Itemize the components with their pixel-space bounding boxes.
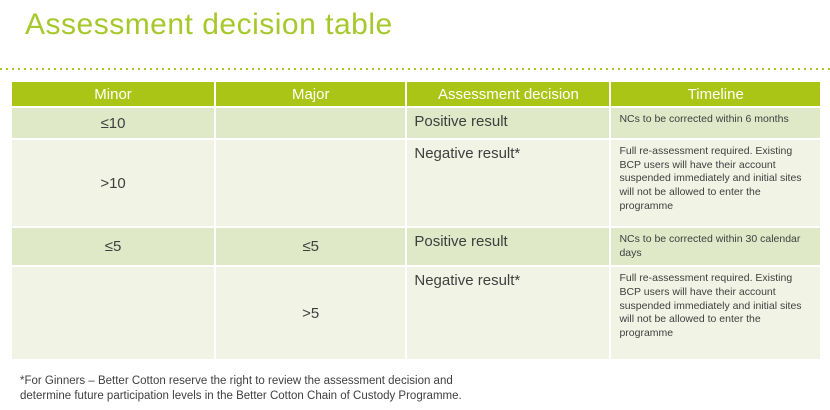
table-header-row: Minor Major Assessment decision Timeline (12, 82, 820, 106)
page-title: Assessment decision table (25, 8, 393, 41)
timeline-value: Full re-assessment required. Existing BC… (611, 267, 820, 360)
major-value (216, 108, 406, 138)
dotted-divider (0, 68, 830, 70)
major-value (216, 140, 406, 226)
column-header-major: Major (216, 82, 406, 106)
timeline-value: NCs to be corrected within 6 months (611, 108, 820, 138)
table-row: >5 Negative result* Full re-assessment r… (12, 267, 820, 360)
column-header-assessment-decision: Assessment decision (407, 82, 610, 106)
footnote: *For Ginners – Better Cotton reserve the… (20, 375, 462, 402)
timeline-value: Full re-assessment required. Existing BC… (611, 140, 820, 226)
timeline-value: NCs to be corrected within 30 calendar d… (611, 228, 820, 266)
table-row: ≤5 ≤5 Positive result NCs to be correcte… (12, 228, 820, 266)
assessment-decision-value: Positive result (407, 108, 610, 138)
minor-value: ≤5 (12, 228, 215, 266)
table-row: >10 Negative result* Full re-assessment … (12, 140, 820, 226)
column-header-minor: Minor (12, 82, 215, 106)
minor-value (12, 267, 215, 360)
table-row: ≤10 Positive result NCs to be corrected … (12, 108, 820, 138)
assessment-decision-table: Minor Major Assessment decision Timeline… (10, 80, 822, 361)
minor-value: ≤10 (12, 108, 215, 138)
assessment-decision-value: Positive result (407, 228, 610, 266)
major-value: >5 (216, 267, 406, 360)
major-value: ≤5 (216, 228, 406, 266)
assessment-decision-value: Negative result* (407, 140, 610, 226)
minor-value: >10 (12, 140, 215, 226)
column-header-timeline: Timeline (611, 82, 820, 106)
assessment-decision-value: Negative result* (407, 267, 610, 360)
